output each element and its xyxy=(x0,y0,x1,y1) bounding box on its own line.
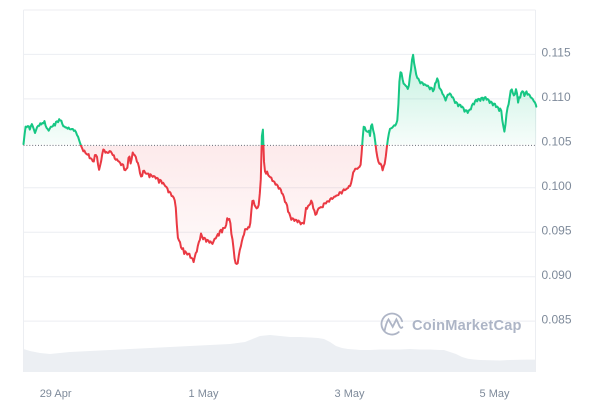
svg-text:5 May: 5 May xyxy=(480,388,510,400)
svg-text:0.085: 0.085 xyxy=(542,312,572,326)
svg-text:CoinMarketCap: CoinMarketCap xyxy=(412,318,522,334)
svg-text:3 May: 3 May xyxy=(335,388,365,400)
svg-text:0.100: 0.100 xyxy=(542,179,572,193)
svg-text:29 Apr: 29 Apr xyxy=(40,388,72,400)
svg-text:0.090: 0.090 xyxy=(542,268,572,282)
svg-text:0.105: 0.105 xyxy=(542,135,572,149)
svg-text:0.115: 0.115 xyxy=(542,46,571,60)
svg-text:0.110: 0.110 xyxy=(542,90,571,104)
svg-text:1 May: 1 May xyxy=(189,388,219,400)
svg-text:0.095: 0.095 xyxy=(542,223,572,237)
